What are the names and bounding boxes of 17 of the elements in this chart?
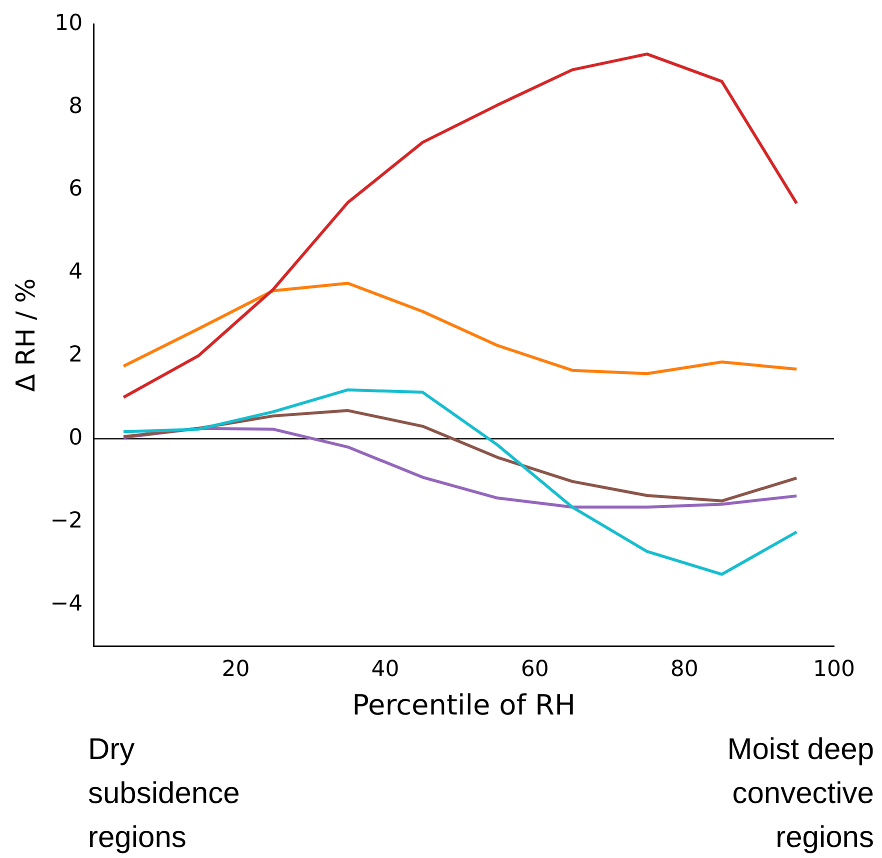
x-tick-label: 40: [371, 656, 400, 682]
y-tick-label: 0: [68, 425, 83, 450]
y-axis-title: Δ RH / %: [11, 278, 42, 392]
y-tick-label: 4: [68, 260, 83, 285]
y-tick-label: 6: [68, 176, 83, 202]
y-tick-label: 2: [68, 342, 83, 368]
x-axis-title: Percentile of RH: [352, 688, 576, 722]
y-tick-label: −4: [50, 591, 83, 616]
y-tick-label: 10: [54, 10, 83, 36]
y-tick-label: 8: [68, 94, 83, 119]
x-tick-label: 80: [670, 656, 698, 682]
text: Moist deep convective regions: [727, 732, 874, 856]
x-tick-label: 100: [813, 656, 855, 682]
y-tick-label: −2: [50, 508, 83, 534]
x-tick-label: 60: [520, 656, 549, 682]
text: Dry subsidence regions: [88, 732, 240, 856]
x-tick-label: 20: [222, 656, 250, 682]
